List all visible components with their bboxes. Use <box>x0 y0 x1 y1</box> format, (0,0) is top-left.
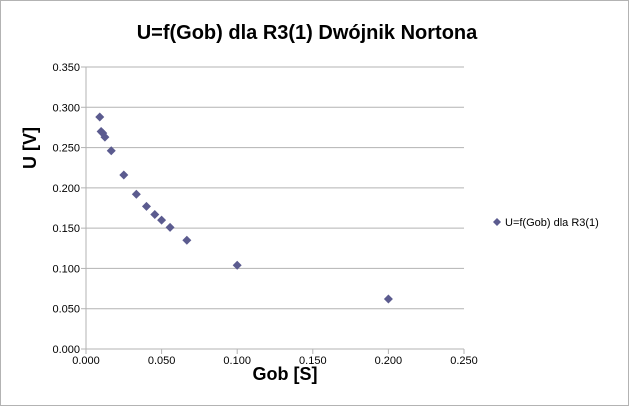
y-tick-label: 0.100 <box>52 263 80 275</box>
data-point <box>95 112 105 122</box>
x-tick-labels: 0.000 0.050 0.100 0.150 0.200 0.250 <box>72 355 478 367</box>
data-point <box>157 215 167 225</box>
data-point <box>165 222 175 232</box>
y-tick-label: 0.200 <box>52 183 80 195</box>
data-points <box>95 112 393 304</box>
y-tick-label: 0.300 <box>52 102 80 114</box>
x-tick-label: 0.250 <box>450 355 478 367</box>
chart-title: U=f(Gob) dla R3(1) Dwójnik Nortona <box>137 22 478 44</box>
x-tick-label: 0.000 <box>72 355 100 367</box>
data-point <box>100 132 110 142</box>
x-tick-label: 0.050 <box>148 355 176 367</box>
y-tick-labels: 0.000 0.050 0.100 0.150 0.200 0.250 0.300 0.350 <box>52 62 80 356</box>
gridlines <box>86 66 464 310</box>
y-tick-label: 0.000 <box>52 344 80 356</box>
data-point <box>383 294 393 304</box>
y-tick-label: 0.350 <box>52 62 80 74</box>
x-tick-label: 0.100 <box>223 355 251 367</box>
data-point <box>131 189 141 199</box>
x-tick-label: 0.150 <box>299 355 327 367</box>
y-tick-label: 0.150 <box>52 223 80 235</box>
data-point <box>119 170 129 180</box>
y-tick-label: 0.250 <box>52 143 80 155</box>
axes <box>81 66 465 354</box>
legend: U=f(Gob) dla R3(1) <box>493 217 599 229</box>
data-point <box>182 235 192 245</box>
y-tick-label: 0.050 <box>52 304 80 316</box>
legend-label: U=f(Gob) dla R3(1) <box>505 217 599 229</box>
data-point <box>141 201 151 211</box>
data-point <box>106 146 116 156</box>
legend-marker-diamond <box>493 218 501 226</box>
data-point <box>150 209 160 219</box>
y-axis-title: U [V] <box>20 127 40 169</box>
x-tick-label: 0.200 <box>375 355 403 367</box>
data-point <box>232 260 242 270</box>
x-axis-title: Gob [S] <box>253 364 318 384</box>
